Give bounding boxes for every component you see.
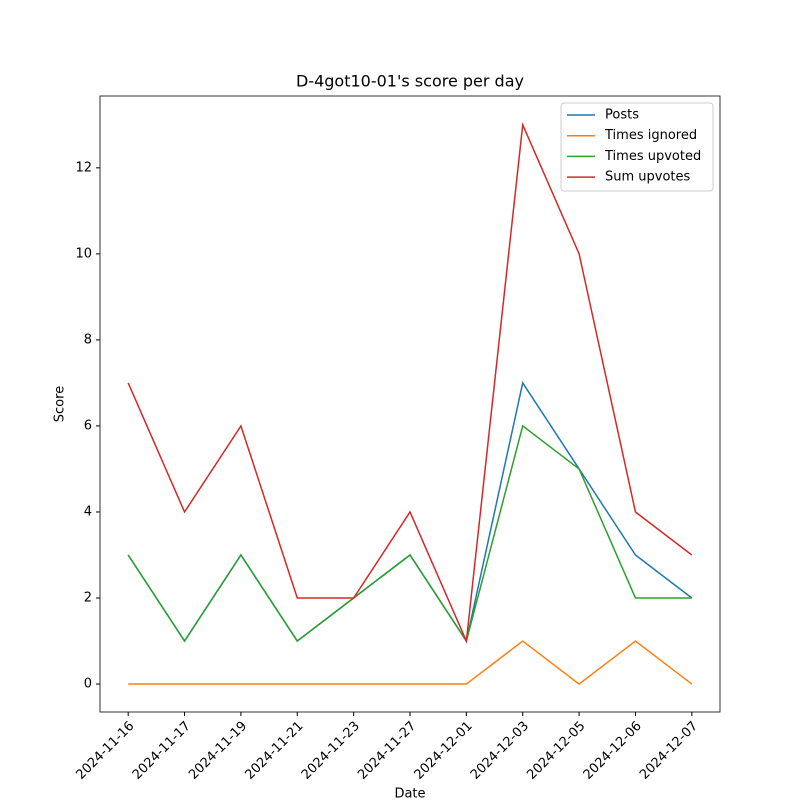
y-tick-label: 0 bbox=[84, 677, 92, 692]
chart-title: D-4got10-01's score per day bbox=[296, 72, 524, 91]
x-tick-label: 2024-12-07 bbox=[637, 719, 701, 783]
y-tick-label: 8 bbox=[84, 332, 92, 347]
x-tick-label: 2024-11-16 bbox=[73, 719, 137, 783]
x-axis-label: Date bbox=[394, 787, 425, 800]
x-tick-label: 2024-12-06 bbox=[581, 719, 645, 783]
x-tick-label: 2024-12-03 bbox=[468, 719, 532, 783]
line-series bbox=[127, 121, 693, 644]
y-tick-label: 4 bbox=[84, 504, 92, 519]
x-tick-label: 2024-11-19 bbox=[186, 719, 250, 783]
x-tick-label: 2024-12-05 bbox=[524, 719, 588, 783]
line-series bbox=[127, 424, 692, 643]
x-tick-label: 2024-11-23 bbox=[299, 719, 363, 783]
legend-label: Times upvoted bbox=[604, 149, 701, 164]
x-tick-label: 2024-11-27 bbox=[355, 719, 419, 783]
x-tick-label: 2024-11-21 bbox=[243, 719, 307, 783]
y-tick-label: 6 bbox=[84, 418, 92, 433]
y-tick-label: 10 bbox=[75, 246, 92, 261]
y-tick-label: 2 bbox=[84, 591, 92, 606]
x-tick-label: 2024-11-17 bbox=[130, 719, 194, 783]
line-series bbox=[128, 640, 693, 685]
legend-box bbox=[560, 102, 714, 192]
y-axis-label: Score bbox=[53, 386, 68, 422]
legend-label: Times ignored bbox=[604, 128, 697, 143]
legend-label: Sum upvotes bbox=[605, 170, 691, 185]
x-tick-label: 2024-12-01 bbox=[412, 719, 476, 783]
y-tick-label: 12 bbox=[75, 160, 92, 175]
legend-label: Posts bbox=[605, 108, 639, 123]
